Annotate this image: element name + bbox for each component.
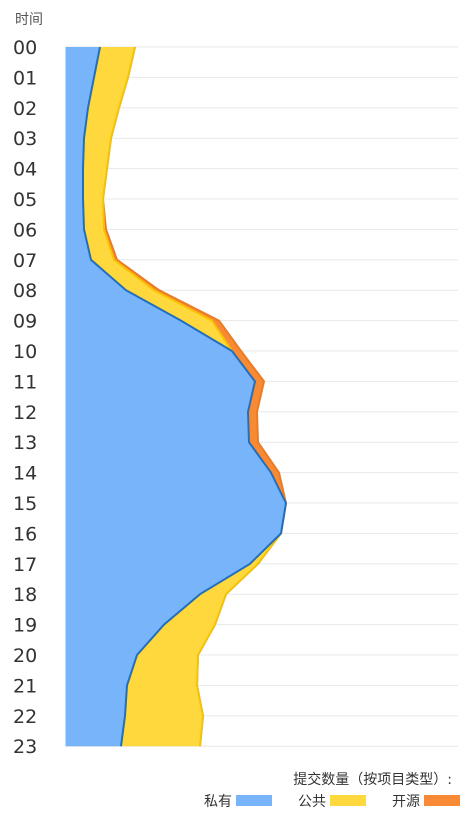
area-私有 bbox=[66, 47, 286, 747]
legend-swatch bbox=[330, 795, 366, 806]
hour-label: 09 bbox=[13, 311, 37, 333]
hour-label: 06 bbox=[13, 219, 37, 241]
hour-label: 03 bbox=[13, 128, 37, 150]
hour-label: 11 bbox=[13, 371, 37, 393]
series-line-私有 bbox=[82, 46, 288, 747]
hour-label: 07 bbox=[13, 250, 37, 272]
hour-label: 21 bbox=[13, 675, 37, 697]
hour-label: 13 bbox=[13, 432, 37, 454]
hour-label: 17 bbox=[13, 554, 37, 576]
hour-label: 19 bbox=[13, 615, 37, 637]
hour-label: 15 bbox=[13, 493, 37, 515]
y-axis-title: 时间 bbox=[15, 12, 43, 28]
hour-label: 08 bbox=[13, 280, 37, 302]
hour-label: 14 bbox=[13, 463, 37, 485]
hour-label: 05 bbox=[13, 189, 37, 211]
legend-label: 私有 bbox=[204, 794, 232, 810]
hour-label: 16 bbox=[13, 523, 37, 545]
hour-labels: 00 01 02 03 04 05 06 07 08 09 10 11 12 13 14 15 16 17 18 19… bbox=[13, 37, 37, 758]
legend-swatch bbox=[424, 795, 460, 806]
hour-label: 12 bbox=[13, 402, 37, 424]
hour-label: 02 bbox=[13, 98, 37, 120]
hour-label: 22 bbox=[13, 706, 37, 728]
hour-label: 10 bbox=[13, 341, 37, 363]
hour-label: 04 bbox=[13, 159, 37, 181]
legend: 提交数量（按项目类型）: 私有 公共 开源 bbox=[204, 771, 460, 810]
hour-label: 23 bbox=[13, 736, 37, 758]
legend-title: 提交数量（按项目类型）: bbox=[293, 771, 452, 788]
area-公共 bbox=[83, 47, 286, 747]
legend-swatch bbox=[236, 795, 272, 806]
legend-label: 公共 bbox=[298, 794, 326, 810]
series-areas bbox=[65, 46, 288, 747]
legend-label: 开源 bbox=[392, 794, 420, 810]
hour-label: 18 bbox=[13, 584, 37, 606]
hour-label: 20 bbox=[13, 645, 37, 667]
hour-label: 01 bbox=[13, 67, 37, 89]
hour-label: 00 bbox=[13, 37, 37, 59]
